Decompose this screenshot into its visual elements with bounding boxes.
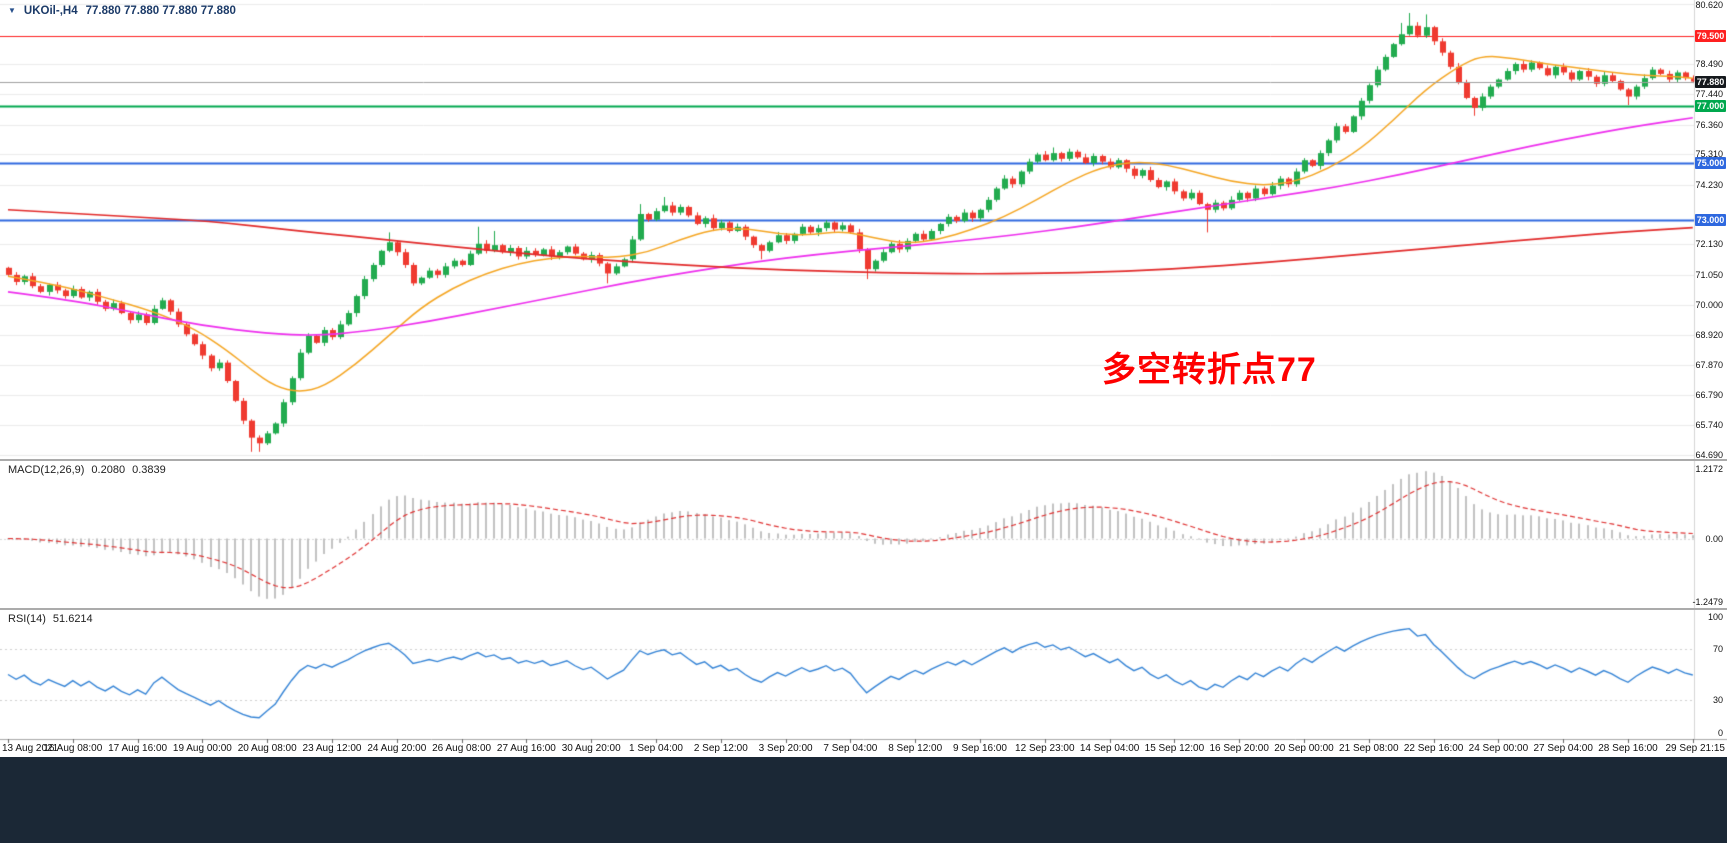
time-axis-label: 23 Aug 12:00 [302,743,362,754]
rsi-axis-label: 70 [1712,643,1723,654]
price-axis-label: 70.000 [1695,299,1723,310]
time-axis-label: 17 Aug 16:00 [108,743,168,754]
price-axis-label: 77.440 [1695,88,1723,99]
rsi-axis-label: 0 [1717,728,1723,738]
time-axis-label: 14 Sep 04:00 [1079,743,1140,754]
time-axis-label: 24 Sep 00:00 [1468,743,1529,754]
macd-axis-label: -1.2479 [1692,597,1723,607]
price-axis-label: 71.050 [1695,269,1723,280]
time-axis-label: 1 Sep 04:00 [629,743,683,754]
rsi-axis-label: 30 [1712,695,1723,706]
price-axis-label: 80.620 [1695,0,1723,10]
price-axis-label: 65.740 [1695,420,1723,431]
time-axis-label: 27 Sep 04:00 [1533,743,1593,754]
time-axis-label: 22 Sep 16:00 [1403,743,1464,754]
panel-separator-macd[interactable] [0,459,1727,461]
time-axis-label: 29 Sep 21:15 [1665,743,1726,754]
price-axis[interactable]: 80.620 78.490 77.440 76.360 75.310 74.230 72.1… [0,0,1727,757]
time-axis-label: 27 Aug 16:00 [496,743,556,754]
time-axis-label: 3 Sep 20:00 [758,743,813,754]
time-axis-label: 8 Sep 12:00 [888,743,943,754]
time-axis-label: 26 Aug 08:00 [432,743,492,754]
price-axis-label: 66.790 [1695,390,1723,401]
price-axis-label: 64.690 [1695,449,1723,460]
time-axis-label: 15 Sep 12:00 [1144,743,1205,754]
time-axis-label: 12 Sep 23:00 [1015,743,1075,754]
time-axis-label: 24 Aug 20:00 [367,743,427,754]
macd-axis-label: 0.00 [1705,533,1723,544]
chart-annotation-text[interactable]: 多空转折点77 [1102,351,1317,389]
panel-separator-rsi[interactable] [0,608,1727,610]
price-axis-label: 72.130 [1695,239,1723,250]
time-axis-label: 2 Sep 12:00 [693,743,748,754]
rsi-axis-label: 100 [1707,612,1723,622]
chart-canvas[interactable] [0,0,1727,757]
time-axis-label: 16 Sep 20:00 [1209,743,1269,754]
time-axis-label: 13 Aug 2021 [2,743,59,754]
time-axis[interactable]: 13 Aug 2021 16 Aug 08:00 17 Aug 16:00 19 Au… [0,0,1727,757]
price-axis-label: 78.490 [1695,59,1723,70]
time-axis-label: 9 Sep 16:00 [953,743,1007,754]
time-axis-label: 20 Aug 08:00 [237,743,297,754]
price-axis-label: 67.870 [1695,359,1723,370]
macd-axis-label: 1.2172 [1695,464,1723,474]
time-axis-label: 19 Aug 00:00 [172,743,232,754]
price-axis-label: 75.310 [1695,149,1723,160]
time-axis-label: 30 Aug 20:00 [561,743,621,754]
footer-bar [0,757,1727,843]
time-axis-label: 7 Sep 04:00 [823,743,878,754]
time-axis-label: 21 Sep 08:00 [1339,743,1399,754]
time-axis-label: 16 Aug 08:00 [43,743,103,754]
price-axis-label: 68.920 [1695,330,1723,341]
time-axis-label: 20 Sep 00:00 [1274,743,1334,754]
time-axis-label: 28 Sep 16:00 [1598,743,1658,754]
price-axis-label: 74.230 [1695,179,1723,190]
chart-overlay: ▼ UKOil-,H4 77.880 77.880 77.880 77.880 … [0,0,1727,757]
price-axis-label: 76.360 [1695,119,1723,130]
